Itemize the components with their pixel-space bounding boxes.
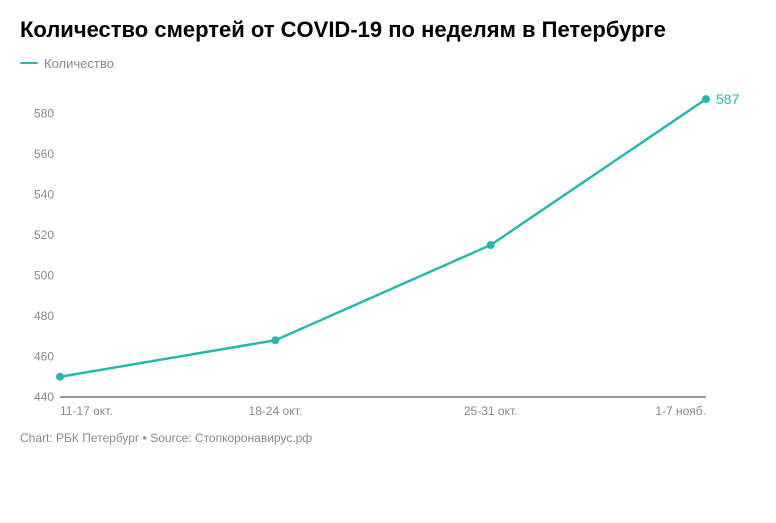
series-marker bbox=[702, 95, 710, 103]
last-value-label: 587 bbox=[716, 91, 740, 107]
x-tick-label: 18-24 окт. bbox=[249, 404, 303, 418]
x-tick-label: 11-17 окт. bbox=[60, 404, 113, 418]
y-tick-label: 480 bbox=[34, 308, 54, 322]
y-tick-label: 520 bbox=[34, 227, 54, 241]
y-tick-label: 500 bbox=[34, 268, 54, 282]
x-tick-label: 25-31 окт. bbox=[464, 404, 518, 418]
legend: Количество bbox=[20, 56, 756, 71]
y-tick-label: 540 bbox=[34, 187, 54, 201]
y-tick-label: 580 bbox=[34, 106, 54, 120]
chart-title: Количество смертей от COVID-19 по неделя… bbox=[20, 16, 756, 44]
y-tick-label: 560 bbox=[34, 146, 54, 160]
series-marker bbox=[56, 372, 64, 380]
y-tick-label: 440 bbox=[34, 390, 54, 404]
legend-label: Количество bbox=[44, 56, 114, 71]
chart-footer: Chart: РБК Петербург • Source: Стопкорон… bbox=[20, 431, 756, 445]
x-tick-label: 1-7 нояб. bbox=[655, 404, 706, 418]
chart-area: 440 460 480 500 520 540 560 580 11-17 окт. 18-24 … bbox=[20, 85, 756, 425]
series-marker bbox=[271, 336, 279, 344]
series-line bbox=[60, 99, 706, 377]
legend-line bbox=[20, 62, 38, 65]
series-marker bbox=[487, 241, 495, 249]
y-tick-label: 460 bbox=[34, 349, 54, 363]
line-chart-svg: 440 460 480 500 520 540 560 580 11-17 окт. 18-24 … bbox=[20, 85, 756, 425]
